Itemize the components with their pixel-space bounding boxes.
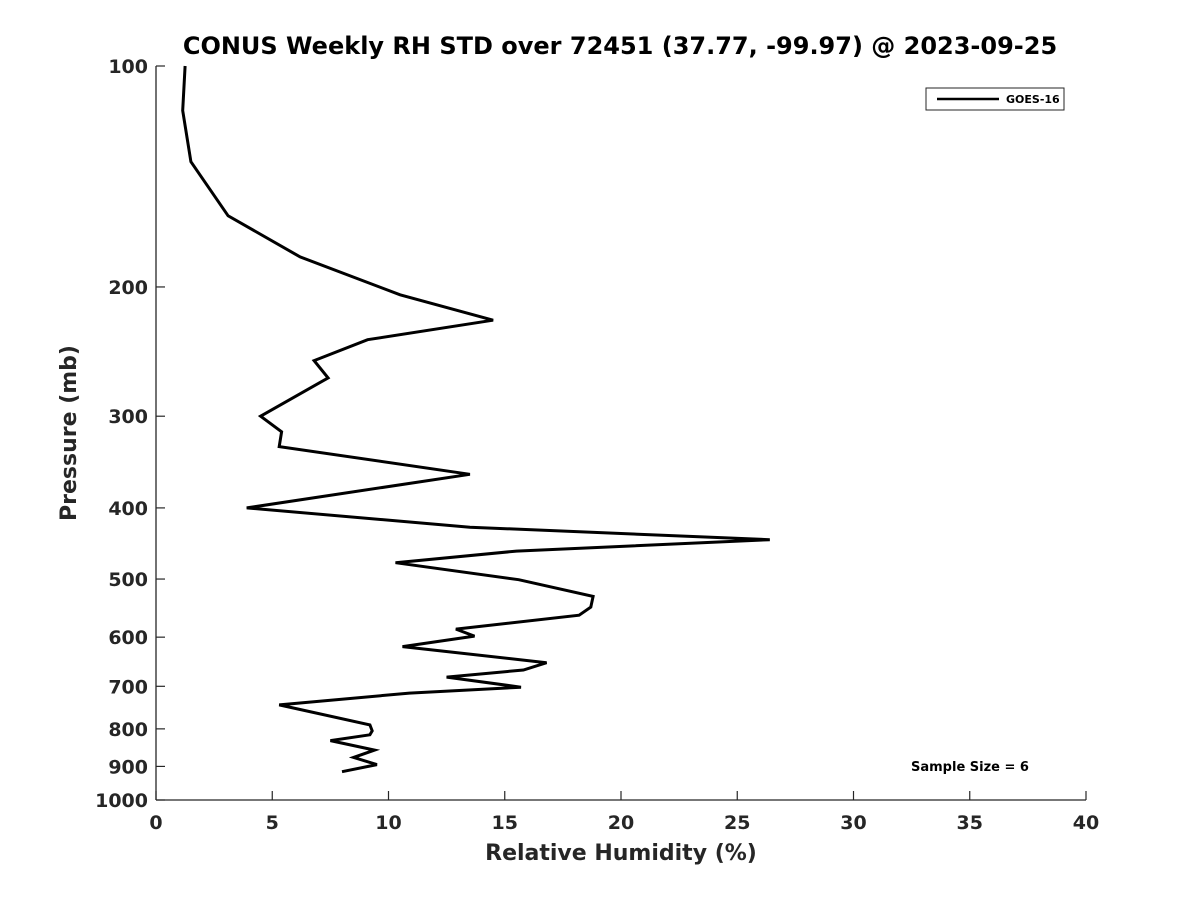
x-tick-label: 5: [266, 812, 279, 834]
legend: GOES-16: [925, 87, 1065, 111]
y-tick-label: 700: [108, 676, 148, 698]
chart-title: CONUS Weekly RH STD over 72451 (37.77, -…: [183, 32, 1057, 60]
x-tick-label: 0: [149, 812, 162, 834]
x-tick-label: 15: [492, 812, 518, 834]
y-tick-label: 200: [108, 277, 148, 299]
x-tick-label: 35: [957, 812, 983, 834]
y-tick-label: 400: [108, 498, 148, 520]
y-axis-label: Pressure (mb): [57, 345, 82, 521]
x-tick-label: 10: [375, 812, 401, 834]
legend-label: GOES-16: [1006, 93, 1060, 106]
sample-size-annotation: Sample Size = 6: [911, 760, 1029, 775]
y-tick-label: 300: [108, 406, 148, 428]
y-tick-label: 600: [108, 627, 148, 649]
y-tick-label: 800: [108, 719, 148, 741]
x-tick-label: 40: [1073, 812, 1099, 834]
y-ticks: 100 200 300 400 500 600 700 800 900 1000: [95, 56, 165, 812]
series-line-goes-16: [181, 65, 770, 774]
y-tick-label: 500: [108, 569, 148, 591]
x-axis-label: Relative Humidity (%): [485, 841, 757, 866]
y-tick-label: 1000: [95, 790, 148, 812]
x-ticks: 0 5 10 15 20 25 30 35 40: [149, 791, 1099, 834]
y-tick-label: 900: [108, 756, 148, 778]
x-tick-label: 25: [724, 812, 750, 834]
x-tick-label: 30: [840, 812, 866, 834]
y-tick-label: 100: [108, 56, 148, 78]
series-group: [181, 65, 770, 774]
x-tick-label: 20: [608, 812, 634, 834]
